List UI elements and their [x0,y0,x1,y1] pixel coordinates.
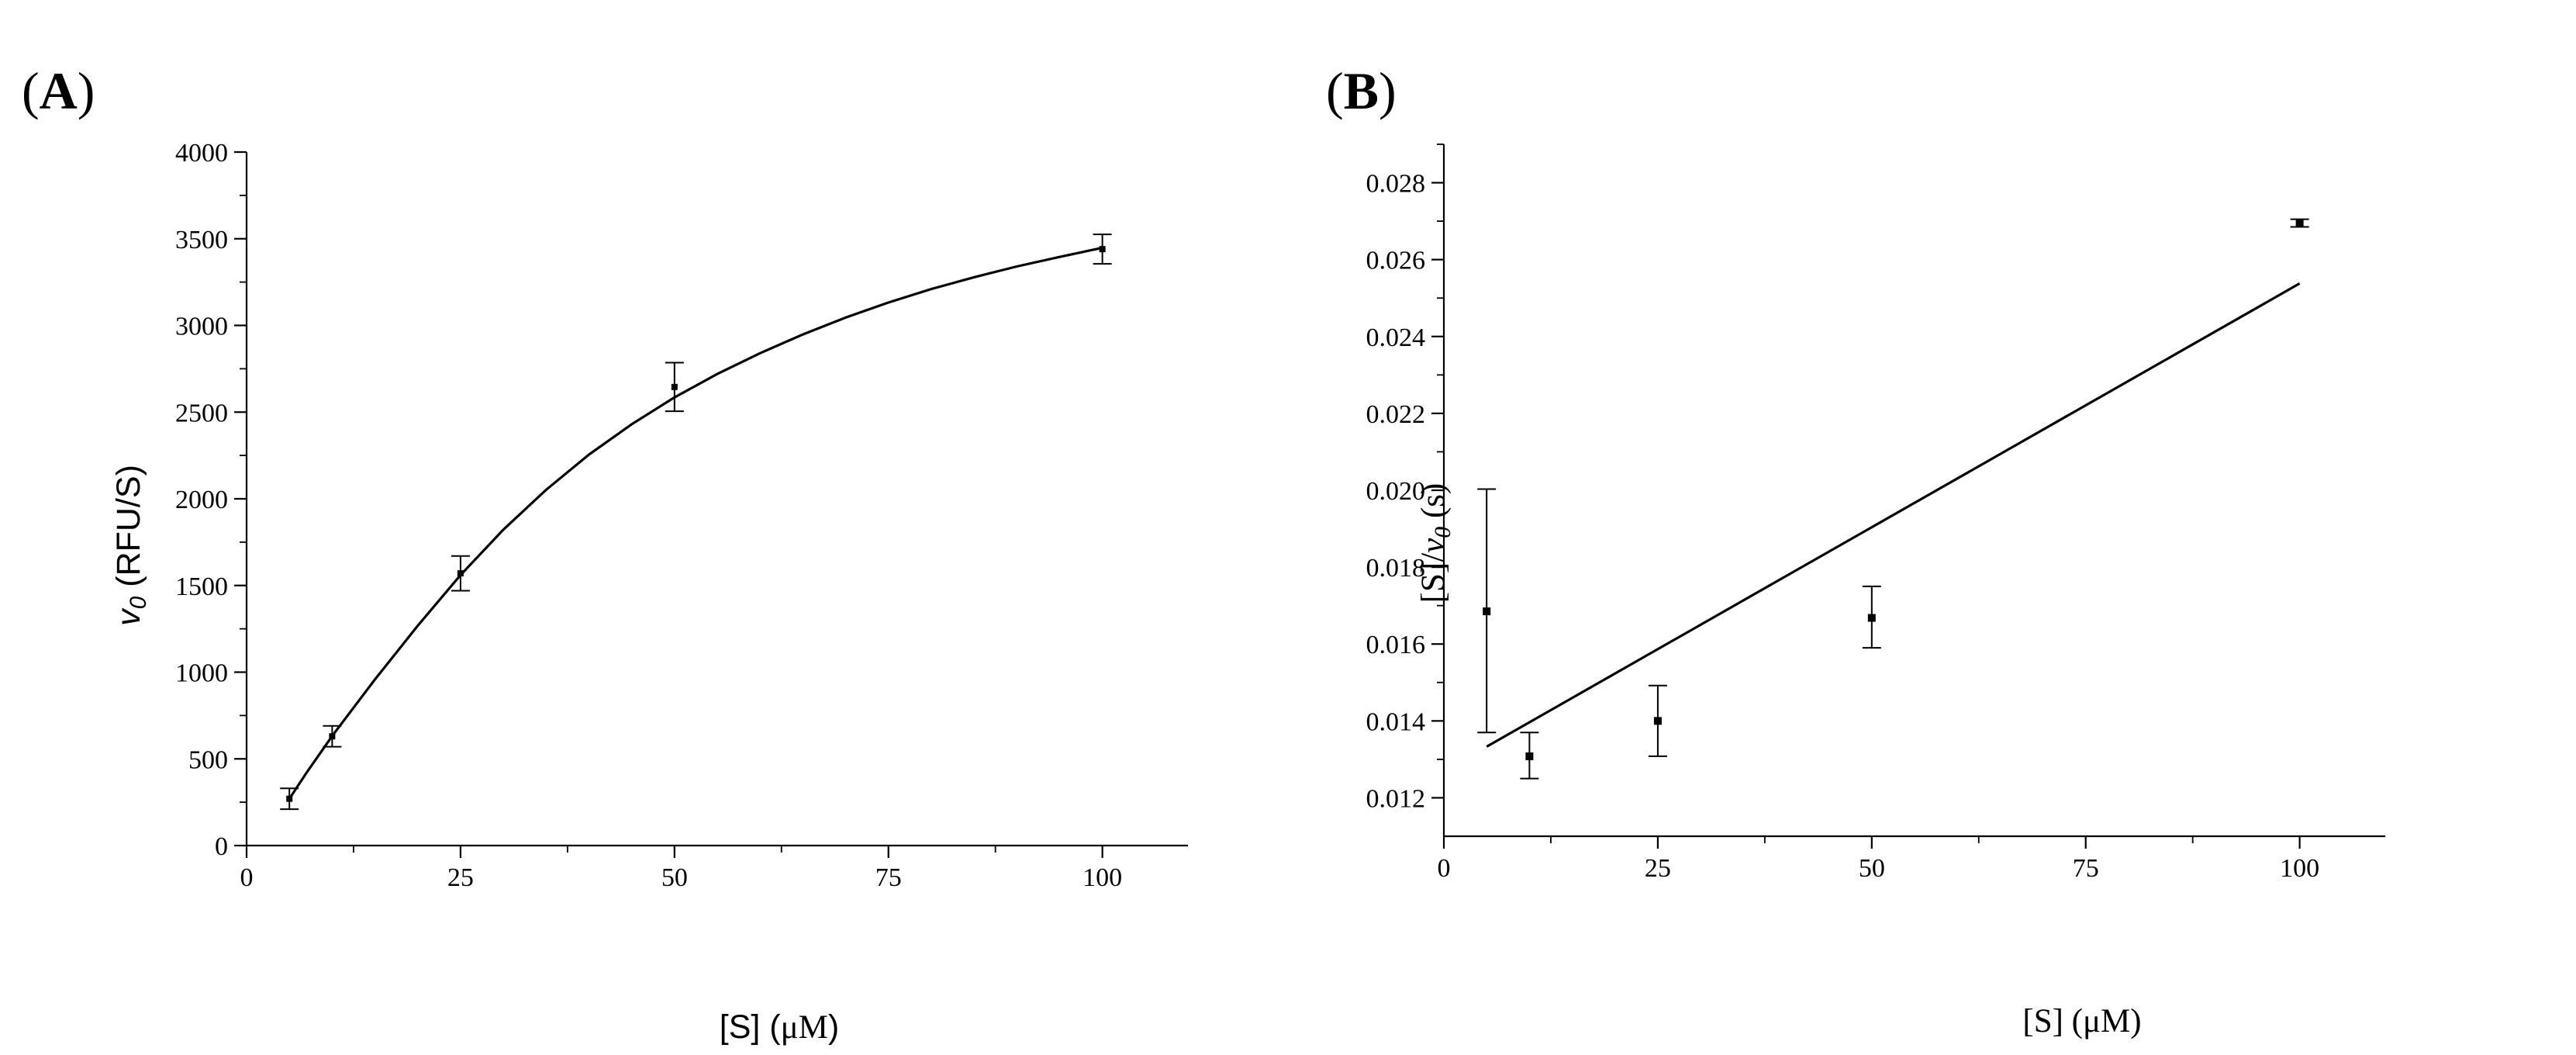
data-point [2295,219,2304,227]
x-axis-label-b: [S] (μM) [2022,1003,2141,1039]
y-tick-label: 0.018 [1366,554,1426,583]
y-axis-label-b: [S]/v0 (s) [1415,483,1455,604]
y-tick-label: 0.026 [1366,247,1426,275]
y-tick-label: 0.016 [1366,631,1426,659]
x-tick-label: 50 [1859,854,1885,883]
y-tick-label: 0.012 [1366,784,1426,813]
y-tick-label: 2500 [175,399,228,427]
y-tick-label: 0.022 [1366,400,1426,429]
y-tick-label: 500 [188,745,228,774]
y-tick-label: 0.024 [1366,323,1426,352]
data-point [1867,614,1876,622]
x-tick-label: 50 [661,863,688,892]
y-tick-label: 4000 [175,139,228,168]
y-tick-label: 0.014 [1366,707,1426,736]
data-point [1099,246,1106,253]
data-point [1653,717,1662,725]
fit-curve [288,246,1103,800]
y-tick-label: 1500 [175,572,228,601]
y-axis-label-a: v0 (RFU/S) [110,465,151,626]
fit-line [1486,282,2301,748]
data-point [1525,752,1534,760]
x-tick-label: 75 [2073,854,2099,883]
data-point [457,570,464,577]
data-point [329,733,336,740]
panel-label-a: (A) [22,61,95,120]
y-tick-label: 1000 [175,659,228,688]
data-point [286,795,293,802]
y-tick-label: 0.020 [1366,477,1426,506]
x-tick-label: 75 [875,863,902,892]
x-tick-label: 25 [447,863,474,892]
y-tick-label: 3500 [175,226,228,254]
y-tick-label: 2000 [175,486,228,514]
chart-panel-a: 0 25 50 75 100050010001500200025003000350040… [175,139,1188,892]
x-tick-label: 0 [240,863,254,892]
x-tick-label: 0 [1438,854,1451,883]
chart-panel-b: 0 25 50 75 100 0.012 0.014 0.016 0.018 0.020 0.022… [1366,144,2385,883]
y-tick-label: 0 [215,832,228,861]
x-axis-label-a: [S] (μM) [720,1008,839,1046]
y-tick-label: 3000 [175,313,228,341]
x-tick-label: 25 [1645,854,1671,883]
data-point [1483,607,1491,616]
data-point [671,383,678,390]
x-tick-label: 100 [1083,863,1122,892]
x-tick-label: 100 [2280,854,2319,883]
panel-label-b: (B) [1326,61,1397,120]
y-tick-label: 0.028 [1366,170,1426,199]
